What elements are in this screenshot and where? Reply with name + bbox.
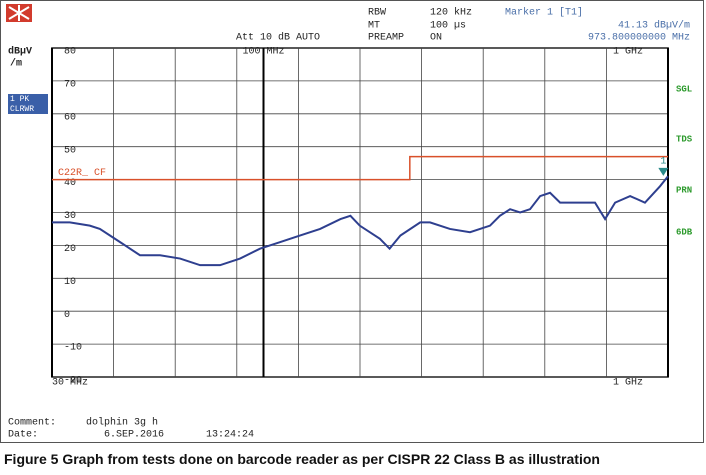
date: 6.SEP.2016 (104, 430, 164, 441)
unit: dBµV (8, 46, 32, 58)
rbw-label: RBW (368, 8, 386, 19)
screen-frame (0, 0, 704, 443)
y-tick-label: -10 (64, 343, 82, 354)
trace-badge (8, 94, 48, 114)
logo (6, 4, 32, 22)
side-label: PRN (676, 185, 692, 195)
marker-title: Marker 1 [T1] (505, 7, 583, 19)
trace-mode: CLRWR (10, 105, 34, 114)
y-tick-label: 80 (64, 47, 76, 58)
y-tick-label: -20 (64, 376, 82, 387)
marker-freq: 973.800000000 MHz (588, 33, 690, 44)
preamp-label: PREAMP (368, 33, 404, 44)
unit: /m (10, 58, 22, 70)
time: 13:24:24 (206, 430, 254, 441)
y-tick-label: 50 (64, 145, 76, 156)
mt: 100 µs (430, 21, 466, 32)
caption: Figure 5 Graph from tests done on barcod… (4, 451, 600, 467)
x-tick-label: 1 GHz (613, 378, 643, 389)
plot: 80 70 60 50 40 30 20 10 0 -10 -20 100 MHz 1 GHz 30 MH… (51, 47, 669, 389)
series-line (52, 175, 669, 267)
comment-label: Comment: (8, 418, 56, 429)
y-tick-label: 30 (64, 211, 76, 222)
x-tick-label: 100 MHz (242, 47, 284, 58)
x-tick-label: 1 GHz (613, 47, 643, 58)
marker (658, 167, 669, 176)
y-tick-label: 40 (64, 178, 76, 189)
y-tick-label: 70 (64, 80, 76, 91)
y-tick-label: 60 (64, 112, 76, 123)
y-tick-label: 10 (64, 277, 76, 288)
trace-name: 1 PK (10, 95, 29, 104)
y-tick-label: 20 (64, 244, 76, 255)
side-label: SGL (676, 84, 692, 94)
x-tick-label: 30 MHz (52, 378, 88, 389)
y-tick-label: 0 (64, 310, 70, 321)
comment: dolphin 3g h (86, 417, 158, 429)
attenuation: Att 10 dB AUTO (236, 32, 320, 44)
preamp: ON (430, 33, 442, 44)
side-label: 6DB (676, 227, 693, 237)
marker-label: 1 (660, 157, 666, 168)
marker-level: 41.13 dBµV/m (618, 20, 690, 32)
analyzer-screen: RBW 120 kHz MT 100 µs Marker 1 [T1] 41.1… (0, 0, 704, 443)
mt-label: MT (368, 21, 380, 32)
rbw: 120 kHz (430, 7, 472, 19)
date-label: Date: (8, 430, 38, 441)
limit-line-label: C22R_ CF (58, 168, 106, 179)
series-line (52, 155, 668, 181)
side-label: TDS (676, 134, 693, 144)
